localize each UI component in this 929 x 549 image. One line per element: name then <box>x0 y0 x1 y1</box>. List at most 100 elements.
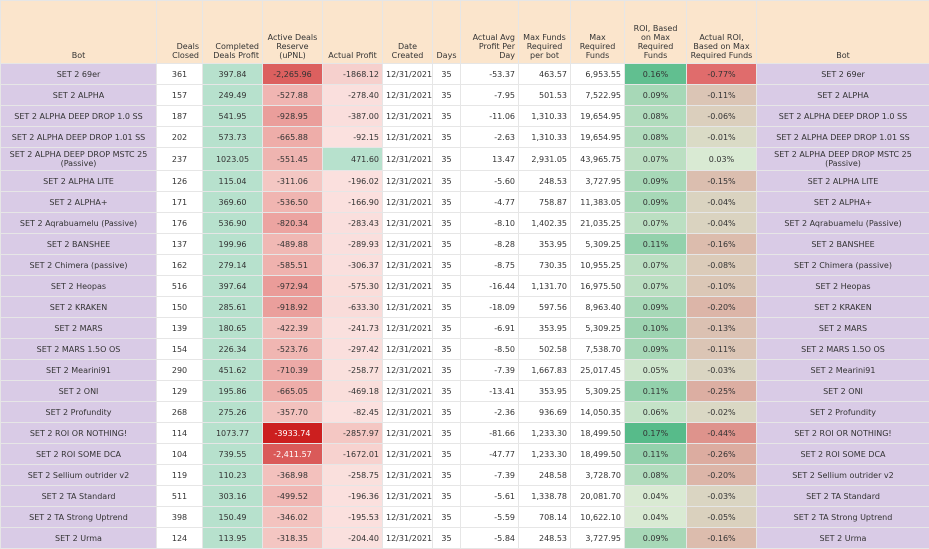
cell-avg-profit[interactable]: -6.91 <box>461 318 519 339</box>
cell-actual-profit[interactable]: -196.02 <box>323 171 383 192</box>
cell-deals-closed[interactable]: 104 <box>157 444 203 465</box>
cell-completed-profit[interactable]: 279.14 <box>203 255 263 276</box>
cell-max-funds-bot[interactable]: 1,131.70 <box>519 276 571 297</box>
cell-date-created[interactable]: 12/31/2021 <box>383 486 433 507</box>
cell-completed-profit[interactable]: 1073.77 <box>203 423 263 444</box>
cell-roi[interactable]: 0.09% <box>625 85 687 106</box>
cell-deals-closed[interactable]: 202 <box>157 127 203 148</box>
cell-actual-roi[interactable]: -0.11% <box>687 339 757 360</box>
cell-avg-profit[interactable]: -2.63 <box>461 127 519 148</box>
cell-max-required-funds[interactable]: 5,309.25 <box>571 318 625 339</box>
cell-deals-closed[interactable]: 171 <box>157 192 203 213</box>
cell-bot-name-right[interactable]: SET 2 ALPHA <box>757 85 929 106</box>
cell-date-created[interactable]: 12/31/2021 <box>383 127 433 148</box>
cell-deals-closed[interactable]: 176 <box>157 213 203 234</box>
cell-days[interactable]: 35 <box>433 171 461 192</box>
cell-date-created[interactable]: 12/31/2021 <box>383 360 433 381</box>
cell-date-created[interactable]: 12/31/2021 <box>383 402 433 423</box>
cell-max-funds-bot[interactable]: 1,667.83 <box>519 360 571 381</box>
cell-max-funds-bot[interactable]: 708.14 <box>519 507 571 528</box>
cell-max-funds-bot[interactable]: 1,233.30 <box>519 444 571 465</box>
cell-active-reserve[interactable]: -422.39 <box>263 318 323 339</box>
cell-roi[interactable]: 0.09% <box>625 171 687 192</box>
cell-days[interactable]: 35 <box>433 148 461 171</box>
cell-deals-closed[interactable]: 114 <box>157 423 203 444</box>
cell-completed-profit[interactable]: 226.34 <box>203 339 263 360</box>
cell-days[interactable]: 35 <box>433 444 461 465</box>
cell-bot-name[interactable]: SET 2 69er <box>1 64 157 85</box>
cell-roi[interactable]: 0.08% <box>625 106 687 127</box>
cell-bot-name[interactable]: SET 2 ALPHA+ <box>1 192 157 213</box>
cell-max-required-funds[interactable]: 25,017.45 <box>571 360 625 381</box>
cell-bot-name-right[interactable]: SET 2 ROI SOME DCA <box>757 444 929 465</box>
cell-deals-closed[interactable]: 119 <box>157 465 203 486</box>
cell-active-reserve[interactable]: -820.34 <box>263 213 323 234</box>
cell-actual-roi[interactable]: -0.10% <box>687 276 757 297</box>
cell-bot-name-right[interactable]: SET 2 KRAKEN <box>757 297 929 318</box>
cell-avg-profit[interactable]: -81.66 <box>461 423 519 444</box>
cell-deals-closed[interactable]: 398 <box>157 507 203 528</box>
cell-days[interactable]: 35 <box>433 276 461 297</box>
cell-max-required-funds[interactable]: 20,081.70 <box>571 486 625 507</box>
header-max-required-funds[interactable]: Max Required Funds <box>571 1 625 64</box>
cell-max-funds-bot[interactable]: 1,338.78 <box>519 486 571 507</box>
cell-actual-profit[interactable]: -166.90 <box>323 192 383 213</box>
cell-avg-profit[interactable]: -8.75 <box>461 255 519 276</box>
cell-days[interactable]: 35 <box>433 234 461 255</box>
cell-actual-profit[interactable]: -1672.01 <box>323 444 383 465</box>
cell-roi[interactable]: 0.04% <box>625 507 687 528</box>
cell-actual-profit[interactable]: -306.37 <box>323 255 383 276</box>
cell-actual-roi[interactable]: -0.44% <box>687 423 757 444</box>
cell-date-created[interactable]: 12/31/2021 <box>383 171 433 192</box>
cell-max-required-funds[interactable]: 7,538.70 <box>571 339 625 360</box>
cell-completed-profit[interactable]: 249.49 <box>203 85 263 106</box>
cell-avg-profit[interactable]: -2.36 <box>461 402 519 423</box>
cell-max-required-funds[interactable]: 5,309.25 <box>571 381 625 402</box>
cell-actual-profit[interactable]: -283.43 <box>323 213 383 234</box>
cell-days[interactable]: 35 <box>433 486 461 507</box>
cell-bot-name-right[interactable]: SET 2 ALPHA LITE <box>757 171 929 192</box>
cell-bot-name[interactable]: SET 2 MARS <box>1 318 157 339</box>
cell-actual-profit[interactable]: -387.00 <box>323 106 383 127</box>
cell-max-required-funds[interactable]: 5,309.25 <box>571 234 625 255</box>
cell-completed-profit[interactable]: 541.95 <box>203 106 263 127</box>
cell-bot-name[interactable]: SET 2 Mearini91 <box>1 360 157 381</box>
cell-avg-profit[interactable]: -4.77 <box>461 192 519 213</box>
cell-active-reserve[interactable]: -665.88 <box>263 127 323 148</box>
cell-max-funds-bot[interactable]: 463.57 <box>519 64 571 85</box>
header-completed-profit[interactable]: Completed Deals Profit <box>203 1 263 64</box>
cell-bot-name-right[interactable]: SET 2 Mearini91 <box>757 360 929 381</box>
cell-bot-name[interactable]: SET 2 MARS 1.5O OS <box>1 339 157 360</box>
cell-max-funds-bot[interactable]: 248.58 <box>519 465 571 486</box>
cell-avg-profit[interactable]: -7.95 <box>461 85 519 106</box>
cell-date-created[interactable]: 12/31/2021 <box>383 465 433 486</box>
cell-bot-name[interactable]: SET 2 ALPHA DEEP DROP 1.0 SS <box>1 106 157 127</box>
cell-deals-closed[interactable]: 129 <box>157 381 203 402</box>
cell-bot-name[interactable]: SET 2 TA Strong Uptrend <box>1 507 157 528</box>
cell-roi[interactable]: 0.11% <box>625 234 687 255</box>
cell-deals-closed[interactable]: 268 <box>157 402 203 423</box>
cell-completed-profit[interactable]: 739.55 <box>203 444 263 465</box>
cell-bot-name[interactable]: SET 2 ALPHA DEEP DROP MSTC 25 (Passive) <box>1 148 157 171</box>
cell-avg-profit[interactable]: -8.10 <box>461 213 519 234</box>
cell-bot-name[interactable]: SET 2 KRAKEN <box>1 297 157 318</box>
cell-actual-roi[interactable]: -0.04% <box>687 213 757 234</box>
header-actual-profit[interactable]: Actual Profit <box>323 1 383 64</box>
cell-max-required-funds[interactable]: 10,955.25 <box>571 255 625 276</box>
cell-actual-roi[interactable]: -0.03% <box>687 486 757 507</box>
cell-actual-profit[interactable]: -469.18 <box>323 381 383 402</box>
cell-avg-profit[interactable]: -5.59 <box>461 507 519 528</box>
cell-bot-name-right[interactable]: SET 2 Sellium outrider v2 <box>757 465 929 486</box>
cell-avg-profit[interactable]: -7.39 <box>461 465 519 486</box>
header-deals-closed[interactable]: Deals Closed <box>157 1 203 64</box>
cell-avg-profit[interactable]: -53.37 <box>461 64 519 85</box>
cell-roi[interactable]: 0.09% <box>625 297 687 318</box>
cell-avg-profit[interactable]: -8.50 <box>461 339 519 360</box>
cell-roi[interactable]: 0.05% <box>625 360 687 381</box>
cell-actual-roi[interactable]: -0.05% <box>687 507 757 528</box>
cell-max-funds-bot[interactable]: 501.53 <box>519 85 571 106</box>
cell-date-created[interactable]: 12/31/2021 <box>383 234 433 255</box>
cell-bot-name[interactable]: SET 2 Urma <box>1 528 157 549</box>
cell-avg-profit[interactable]: -16.44 <box>461 276 519 297</box>
cell-actual-profit[interactable]: -633.30 <box>323 297 383 318</box>
